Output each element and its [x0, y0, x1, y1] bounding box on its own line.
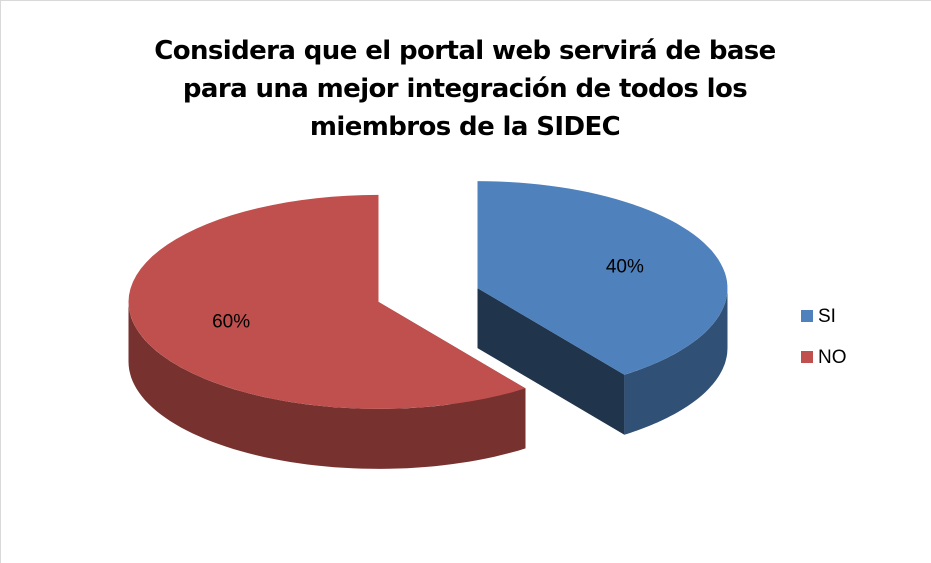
value-label: 60% [212, 311, 250, 332]
legend-label: SI [818, 306, 836, 327]
pie-slice [477, 181, 728, 375]
slice-side [477, 288, 625, 435]
pie-slice [128, 194, 526, 409]
slice-wall [128, 301, 526, 469]
chart-title: Considera que el portal web servirá de b… [154, 36, 776, 142]
legend-label: NO [818, 347, 847, 368]
slice-wall [624, 288, 728, 435]
legend-swatch [801, 310, 813, 322]
value-label: 40% [606, 257, 644, 278]
legend-swatch [801, 351, 813, 363]
